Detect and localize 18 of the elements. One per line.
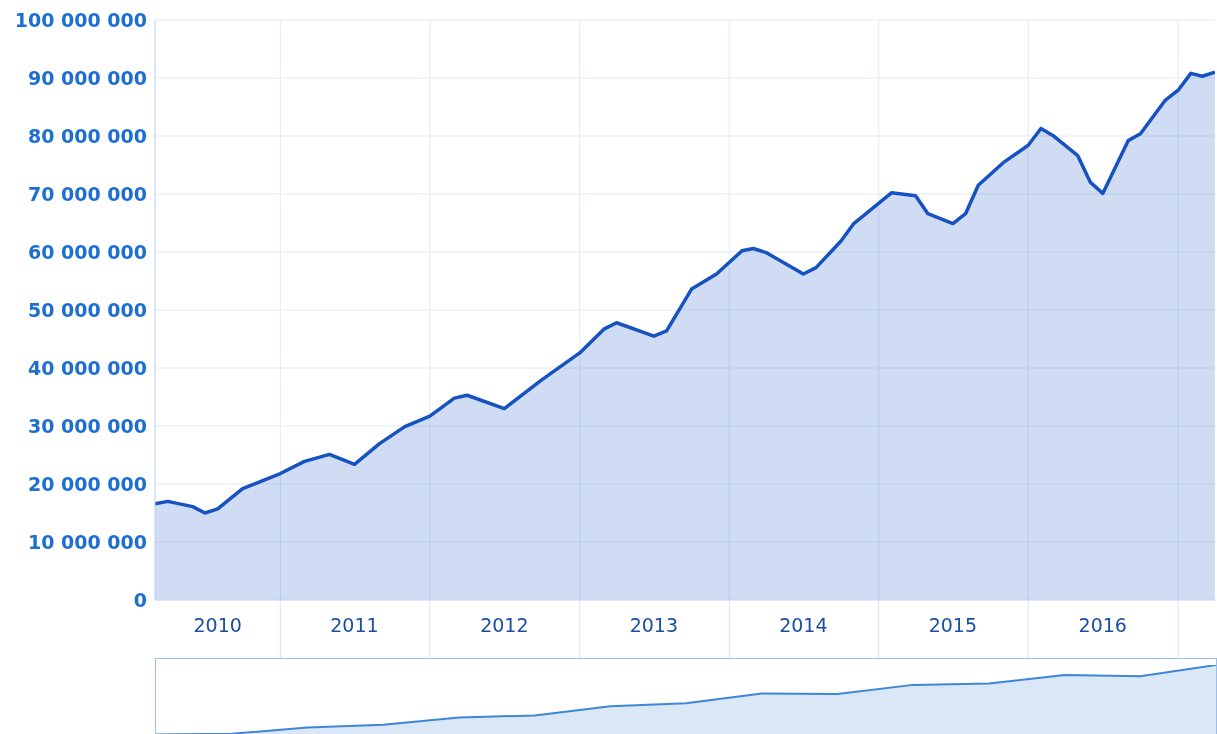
x-tick-label: 2016 [1078,614,1127,636]
y-tick-label: 60 000 000 [28,240,147,263]
y-tick-label: 0 [133,588,147,611]
y-tick-label: 50 000 000 [28,298,147,321]
x-tick-label: 2015 [928,614,978,636]
x-tick-label: 2013 [629,614,679,636]
y-tick-label: 80 000 000 [28,124,147,147]
x-tick-label: 2011 [330,614,379,636]
y-tick-label: 10 000 000 [28,530,147,553]
y-tick-label: 30 000 000 [28,414,147,437]
x-tick-label: 2010 [193,614,242,636]
x-tick-label: 2014 [779,614,828,636]
y-tick-label: 20 000 000 [28,472,147,495]
y-tick-label: 90 000 000 [28,66,147,89]
y-tick-label: 100 000 000 [14,8,147,31]
y-tick-label: 70 000 000 [28,182,147,205]
x-tick-label: 2012 [480,614,529,636]
y-tick-label: 40 000 000 [28,356,147,379]
